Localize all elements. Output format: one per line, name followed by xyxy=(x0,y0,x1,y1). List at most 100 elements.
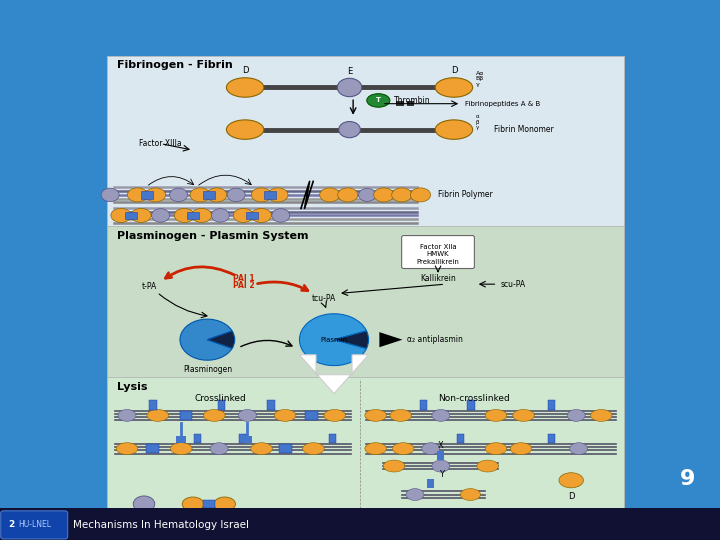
Ellipse shape xyxy=(101,188,120,201)
Bar xyxy=(187,212,199,219)
Text: t-PA: t-PA xyxy=(142,282,158,291)
Ellipse shape xyxy=(365,443,387,455)
Bar xyxy=(149,400,156,410)
Ellipse shape xyxy=(366,94,390,107)
Text: D: D xyxy=(451,65,457,75)
Bar xyxy=(107,377,624,536)
Text: D: D xyxy=(242,65,248,75)
Ellipse shape xyxy=(251,443,272,455)
Bar xyxy=(547,400,554,410)
Wedge shape xyxy=(180,319,232,360)
Ellipse shape xyxy=(111,208,131,222)
Bar xyxy=(467,400,474,410)
Ellipse shape xyxy=(460,489,480,501)
Bar xyxy=(125,212,137,219)
Text: Thrombin: Thrombin xyxy=(394,96,431,105)
Ellipse shape xyxy=(432,460,450,472)
Ellipse shape xyxy=(302,443,324,455)
Ellipse shape xyxy=(477,460,498,472)
Ellipse shape xyxy=(338,122,360,138)
Text: Fibrinogen - Fibrin: Fibrinogen - Fibrin xyxy=(117,60,233,71)
Ellipse shape xyxy=(324,409,346,421)
Bar xyxy=(547,434,554,443)
Ellipse shape xyxy=(210,443,228,455)
Bar xyxy=(305,411,318,420)
Ellipse shape xyxy=(152,208,170,222)
Bar xyxy=(329,434,336,443)
Ellipse shape xyxy=(212,208,229,222)
Ellipse shape xyxy=(570,443,588,455)
Ellipse shape xyxy=(251,188,271,202)
Ellipse shape xyxy=(171,443,192,455)
Ellipse shape xyxy=(127,188,148,202)
Ellipse shape xyxy=(170,188,187,201)
Ellipse shape xyxy=(406,489,424,501)
Bar xyxy=(239,434,246,443)
Ellipse shape xyxy=(374,188,394,202)
Ellipse shape xyxy=(226,78,264,97)
Text: Fibrin Monomer: Fibrin Monomer xyxy=(493,125,553,134)
Bar xyxy=(407,101,414,106)
Bar xyxy=(264,191,276,199)
Bar xyxy=(243,436,253,443)
Ellipse shape xyxy=(485,409,507,421)
Ellipse shape xyxy=(390,409,412,421)
Ellipse shape xyxy=(190,188,210,202)
Text: Prekallikrein: Prekallikrein xyxy=(417,259,459,265)
Ellipse shape xyxy=(392,443,414,455)
Wedge shape xyxy=(334,331,369,348)
Ellipse shape xyxy=(233,208,253,222)
Ellipse shape xyxy=(422,443,440,455)
Bar xyxy=(203,500,215,508)
Text: Fibrin Polymer: Fibrin Polymer xyxy=(438,191,492,199)
Ellipse shape xyxy=(410,188,431,202)
Ellipse shape xyxy=(365,409,387,421)
Ellipse shape xyxy=(435,78,472,97)
Ellipse shape xyxy=(268,188,288,202)
Text: tcu-PA: tcu-PA xyxy=(312,294,336,303)
Polygon shape xyxy=(379,332,402,347)
Bar xyxy=(437,451,444,460)
Text: 2: 2 xyxy=(9,521,15,529)
Ellipse shape xyxy=(147,409,168,421)
Ellipse shape xyxy=(359,188,376,201)
Ellipse shape xyxy=(435,120,472,139)
Ellipse shape xyxy=(403,511,428,526)
Ellipse shape xyxy=(590,409,612,421)
Text: E: E xyxy=(347,66,352,76)
Bar xyxy=(176,436,186,443)
Polygon shape xyxy=(300,355,369,394)
Ellipse shape xyxy=(392,188,412,202)
Ellipse shape xyxy=(475,511,497,526)
Text: D Dimer: D Dimer xyxy=(192,516,226,525)
Ellipse shape xyxy=(228,188,245,201)
Ellipse shape xyxy=(432,409,450,421)
Text: D: D xyxy=(568,492,575,501)
Text: Non-crosslinked: Non-crosslinked xyxy=(438,394,510,403)
Text: PAI 1: PAI 1 xyxy=(233,274,255,283)
Text: Plasmin: Plasmin xyxy=(320,336,348,343)
Ellipse shape xyxy=(383,460,405,472)
Text: T: T xyxy=(376,97,381,104)
Ellipse shape xyxy=(145,188,166,202)
Text: Kallikrein: Kallikrein xyxy=(420,274,456,284)
FancyBboxPatch shape xyxy=(1,511,68,539)
Bar xyxy=(420,400,427,410)
Bar xyxy=(107,56,624,226)
Ellipse shape xyxy=(192,208,212,222)
Ellipse shape xyxy=(274,409,296,421)
Ellipse shape xyxy=(513,409,534,421)
Text: E: E xyxy=(483,530,489,539)
Text: Fibrinopeptides A & B: Fibrinopeptides A & B xyxy=(464,100,540,107)
Bar xyxy=(279,444,292,453)
Wedge shape xyxy=(300,314,366,366)
Ellipse shape xyxy=(320,188,340,202)
Ellipse shape xyxy=(485,443,507,455)
Bar xyxy=(194,434,202,443)
Bar xyxy=(0,508,720,540)
Text: Factor XIIIa: Factor XIIIa xyxy=(139,139,182,148)
Text: α
β
γ: α β γ xyxy=(475,114,479,130)
Text: Plasminogen: Plasminogen xyxy=(183,364,232,374)
Bar xyxy=(267,400,274,410)
Ellipse shape xyxy=(118,409,136,421)
